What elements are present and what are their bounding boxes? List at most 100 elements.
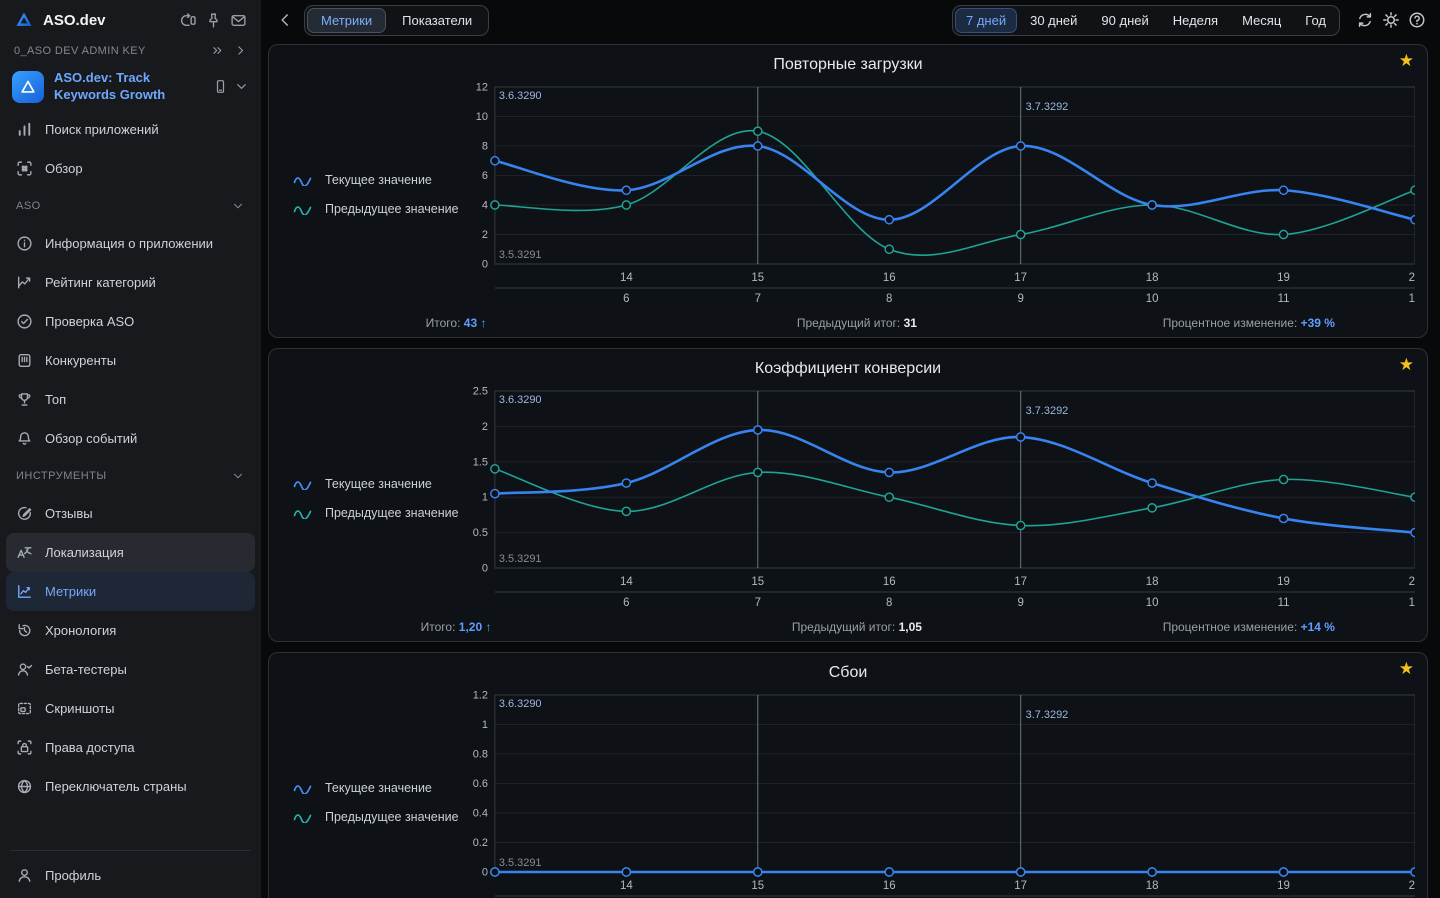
total-stat: Итого: 1,20 ↑	[420, 620, 492, 634]
collapse-sidebar-icon[interactable]	[180, 12, 197, 29]
pin-icon[interactable]	[205, 12, 222, 29]
sidebar-item-timeline[interactable]: Хронология	[6, 611, 255, 650]
mail-icon[interactable]	[230, 12, 247, 29]
percent-change-stat: Процентное изменение: +39 %	[1162, 316, 1335, 330]
wave-icon	[293, 507, 312, 519]
sidebar-item-country-switcher[interactable]: Переключатель страны	[6, 767, 255, 806]
sidebar-item-label: Хронология	[45, 623, 117, 639]
trophy-icon	[16, 391, 33, 408]
phone-icon[interactable]	[213, 79, 228, 94]
svg-text:7: 7	[755, 597, 761, 609]
book-icon	[16, 352, 33, 369]
range-button[interactable]: Неделя	[1172, 12, 1219, 28]
bell-icon	[16, 430, 33, 447]
svg-text:18: 18	[1146, 576, 1159, 588]
wave-icon	[293, 782, 312, 794]
sidebar-item-app-info[interactable]: Информация о приложении	[6, 224, 255, 263]
chart-area: 0 2 4 6 8 10 12 3.6.3290 3.7.3292 3.5.3291 14 15 16 1…	[465, 81, 1422, 305]
svg-text:1: 1	[482, 719, 488, 731]
sidebar-item-app-search[interactable]: Поиск приложений	[6, 110, 255, 149]
gear-icon[interactable]	[1382, 11, 1400, 29]
svg-text:10: 10	[476, 111, 488, 123]
sidebar-divider	[10, 850, 251, 851]
chart-canvas[interactable]: 0 0.5 1 1.5 2 2.5 3.6.3290 3.7.3292 3.5.3291 14 15…	[465, 385, 1422, 609]
sidebar-item-events-overview[interactable]: Обзор событий	[6, 419, 255, 458]
svg-text:12: 12	[476, 81, 488, 93]
legend-item[interactable]: Предыдущее значение	[293, 810, 459, 824]
range-button[interactable]: Месяц	[1242, 12, 1282, 28]
legend-item[interactable]: Предыдущее значение	[293, 202, 459, 216]
chart-area: 0 0.2 0.4 0.6 0.8 1 1.2 3.6.3290 3.7.3292 3.5.329…	[465, 689, 1421, 898]
range-button[interactable]: Год	[1305, 12, 1326, 28]
svg-text:15: 15	[751, 576, 764, 588]
sidebar-item-label: Отзывы	[45, 506, 93, 522]
sidebar-item-label: Топ	[45, 392, 67, 408]
release-marker-label: 3.5.3291	[499, 553, 542, 565]
app-row[interactable]: ASO.dev: Track Keywords Growth	[0, 63, 261, 110]
sidebar-item-label: Проверка ASO	[45, 314, 135, 330]
svg-text:4: 4	[482, 199, 488, 211]
pen-icon	[16, 505, 33, 522]
svg-text:1.5: 1.5	[473, 456, 488, 468]
chevron-right-icon[interactable]	[234, 44, 247, 57]
sidebar-item-permissions[interactable]: Права доступа	[6, 728, 255, 767]
range-button[interactable]: 90 дней	[1101, 12, 1149, 28]
favorite-star-icon[interactable]: ★	[1398, 659, 1414, 678]
double-chevron-right-icon[interactable]	[211, 44, 224, 57]
lock-icon	[16, 739, 33, 756]
chart-legend: Текущее значение Предыдущее значение	[293, 173, 459, 216]
svg-text:14: 14	[620, 576, 633, 588]
chart-card-1: Повторные загрузки ★ Текущее значение Преды…	[268, 44, 1428, 338]
legend-label: Предыдущее значение	[325, 809, 459, 824]
help-icon[interactable]	[1408, 11, 1426, 29]
previous-total-stat: Предыдущий итог: 31	[796, 316, 917, 330]
legend-item[interactable]: Текущее значение	[293, 781, 459, 795]
back-button[interactable]	[274, 9, 296, 31]
chart-area: 0 0.5 1 1.5 2 2.5 3.6.3290 3.7.3292 3.5.3291 14 15…	[465, 385, 1422, 609]
legend-item[interactable]: Текущее значение	[293, 477, 459, 491]
tab-metrics[interactable]: Метрики	[307, 7, 387, 33]
sidebar-item-metrics[interactable]: Метрики	[6, 572, 255, 612]
legend-item[interactable]: Предыдущее значение	[293, 506, 459, 520]
history-icon	[16, 622, 33, 639]
svg-text:9: 9	[1017, 597, 1023, 609]
legend-item[interactable]: Текущее значение	[293, 173, 459, 187]
svg-text:2: 2	[482, 421, 488, 433]
tab-indicators[interactable]: Показатели	[402, 12, 473, 28]
sidebar-item-aso-check[interactable]: Проверка ASO	[6, 302, 255, 341]
translate-icon	[16, 544, 33, 561]
svg-text:16: 16	[883, 272, 896, 284]
chart-legend: Текущее значение Предыдущее значение	[293, 477, 459, 520]
bar-chart-icon	[16, 121, 33, 138]
sidebar-item-localization[interactable]: Локализация	[6, 533, 255, 573]
sidebar-section-tools[interactable]: ИНСТРУМЕНТЫ	[6, 458, 255, 494]
svg-text:0.6: 0.6	[473, 778, 488, 790]
svg-text:20: 20	[1409, 880, 1415, 892]
favorite-star-icon[interactable]: ★	[1398, 51, 1414, 70]
sidebar-item-profile[interactable]: Профиль	[0, 853, 261, 898]
sidebar-item-beta-testers[interactable]: Бета-тестеры	[6, 650, 255, 689]
chevron-down-icon[interactable]	[234, 79, 249, 94]
sidebar-item-label: Локализация	[45, 545, 124, 561]
range-button[interactable]: 7 дней	[954, 7, 1018, 33]
sidebar-item-category-rating[interactable]: Рейтинг категорий	[6, 263, 255, 302]
favorite-star-icon[interactable]: ★	[1398, 355, 1414, 374]
admin-key-row[interactable]: 0_ASO DEV ADMIN KEY	[0, 36, 261, 63]
sidebar-item-top[interactable]: Топ	[6, 380, 255, 419]
sidebar-item-reviews[interactable]: Отзывы	[6, 494, 255, 533]
sidebar-item-screenshots[interactable]: Скриншоты	[6, 689, 255, 728]
sidebar-item-overview[interactable]: Обзор	[6, 149, 255, 188]
sidebar-item-label: Поиск приложений	[45, 122, 159, 138]
chart-canvas[interactable]: 0 2 4 6 8 10 12 3.6.3290 3.7.3292 3.5.3291 14 15 16 1…	[465, 81, 1422, 305]
sidebar-item-competitors[interactable]: Конкуренты	[6, 341, 255, 380]
sidebar-section-aso[interactable]: ASO	[6, 188, 255, 224]
chart-canvas[interactable]: 0 0.2 0.4 0.6 0.8 1 1.2 3.6.3290 3.7.3292 3.5.329…	[465, 689, 1421, 898]
range-button[interactable]: 30 дней	[1030, 12, 1078, 28]
svg-text:1.2: 1.2	[473, 689, 488, 701]
scan-icon	[16, 160, 33, 177]
sidebar-item-label: Информация о приложении	[45, 236, 214, 252]
refresh-icon[interactable]	[1356, 11, 1374, 29]
app-name: ASO.dev: Track Keywords Growth	[54, 70, 166, 102]
main-area: Метрики Показатели 7 дней 30 дней 90 дней Не…	[262, 0, 1440, 898]
chevron-down-icon	[231, 199, 245, 213]
